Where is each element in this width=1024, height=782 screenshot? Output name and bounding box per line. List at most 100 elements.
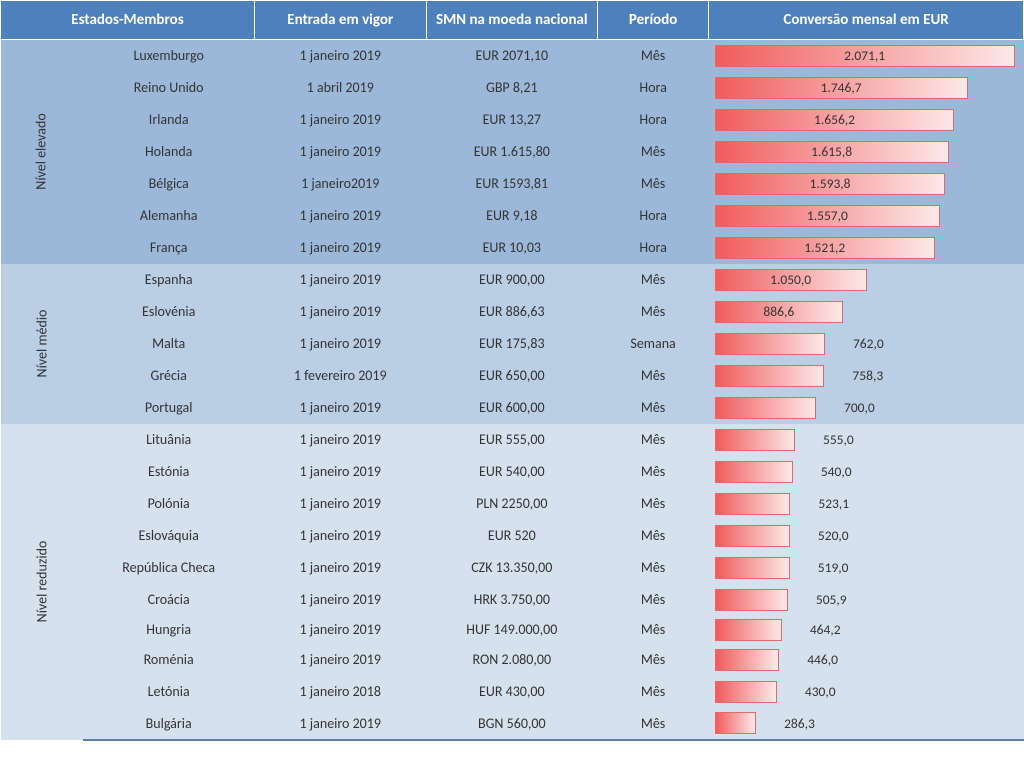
period-cell: Semana — [598, 328, 709, 360]
col-smn-national: SMN na moeda nacional — [426, 1, 598, 40]
smn-cell: EUR 886,63 — [426, 296, 598, 328]
date-cell: 1 janeiro 2019 — [254, 264, 426, 296]
country-cell: Reino Unido — [83, 72, 255, 104]
smn-cell: EUR 540,00 — [426, 456, 598, 488]
bar-cell: 505,9 — [709, 584, 1024, 616]
table-row: Eslovénia1 janeiro 2019EUR 886,63Mês886,… — [1, 296, 1024, 328]
date-cell: 1 fevereiro 2019 — [254, 360, 426, 392]
smn-cell: EUR 600,00 — [426, 392, 598, 424]
date-cell: 1 janeiro 2019 — [254, 552, 426, 584]
bar-cell: 1.593,8 — [709, 168, 1024, 200]
table-row: Eslováquia1 janeiro 2019EUR 520Mês520,0 — [1, 520, 1024, 552]
smn-cell: EUR 555,00 — [426, 424, 598, 456]
bar-wrap: 519,0 — [715, 557, 1015, 579]
smn-cell: RON 2.080,00 — [426, 644, 598, 676]
group-label: Nível médio — [33, 310, 50, 378]
value-bar — [715, 681, 777, 703]
bar-value-label: 430,0 — [805, 681, 836, 703]
period-cell: Mês — [598, 584, 709, 616]
country-cell: República Checa — [83, 552, 255, 584]
bar-value-label: 1.746,7 — [715, 77, 968, 99]
date-cell: 1 janeiro 2019 — [254, 424, 426, 456]
date-cell: 1 janeiro 2019 — [254, 644, 426, 676]
col-conversion-eur: Conversão mensal em EUR — [709, 1, 1024, 40]
bar-cell: 540,0 — [709, 456, 1024, 488]
smn-cell: CZK 13.350,00 — [426, 552, 598, 584]
bar-value-label: 1.050,0 — [715, 269, 867, 291]
table-row: Alemanha1 janeiro 2019EUR 9,18Hora1.557,… — [1, 200, 1024, 232]
period-cell: Mês — [598, 488, 709, 520]
bar-value-label: 519,0 — [818, 557, 849, 579]
table-header-row: Estados-Membros Entrada em vigor SMN na … — [1, 1, 1024, 40]
bar-wrap: 700,0 — [715, 397, 1015, 419]
country-cell: Hungria — [83, 616, 255, 644]
value-bar — [715, 397, 816, 419]
smn-cell: EUR 9,18 — [426, 200, 598, 232]
value-bar — [715, 429, 795, 451]
bar-wrap: 1.521,2 — [715, 237, 1015, 259]
bar-wrap: 505,9 — [715, 589, 1015, 611]
period-cell: Mês — [598, 264, 709, 296]
table-row: Reino Unido1 abril 2019GBP 8,21Hora 1.746… — [1, 72, 1024, 104]
bar-cell: 555,0 — [709, 424, 1024, 456]
bar-cell: 700,0 — [709, 392, 1024, 424]
country-cell: França — [83, 232, 255, 264]
date-cell: 1 abril 2019 — [254, 72, 426, 104]
col-member-states: Estados-Membros — [1, 1, 255, 40]
bar-value-label: 540,0 — [821, 461, 852, 483]
date-cell: 1 janeiro 2019 — [254, 392, 426, 424]
period-cell: Hora — [598, 104, 709, 136]
period-cell: Hora — [598, 200, 709, 232]
bar-wrap: 1.050,0 — [715, 269, 1015, 291]
period-cell: Mês — [598, 644, 709, 676]
bar-value-label: 520,0 — [818, 525, 849, 547]
bar-value-label: 523,1 — [818, 493, 849, 515]
bar-wrap: 1.615,8 — [715, 141, 1015, 163]
period-cell: Mês — [598, 296, 709, 328]
bar-cell: 523,1 — [709, 488, 1024, 520]
bar-cell: 464,2 — [709, 616, 1024, 644]
table-row: Bélgica1 janeiro2019EUR 1593,81Mês1.593,… — [1, 168, 1024, 200]
bar-wrap: 446,0 — [715, 649, 1015, 671]
date-cell: 1 janeiro 2019 — [254, 296, 426, 328]
smn-cell: PLN 2250,00 — [426, 488, 598, 520]
bar-value-label: 555,0 — [823, 429, 854, 451]
bar-wrap: 758,3 — [715, 365, 1015, 387]
smn-cell: HUF 149.000,00 — [426, 616, 598, 644]
bar-cell: 1.050,0 — [709, 264, 1024, 296]
bar-wrap: 762,0 — [715, 333, 1015, 355]
country-cell: Eslovénia — [83, 296, 255, 328]
bar-wrap: 523,1 — [715, 493, 1015, 515]
bar-cell: 286,3 — [709, 708, 1024, 740]
bar-cell: 519,0 — [709, 552, 1024, 584]
group-label-cell: Nível reduzido — [1, 424, 83, 740]
date-cell: 1 janeiro 2019 — [254, 520, 426, 552]
bar-wrap: 464,2 — [715, 619, 1015, 641]
country-cell: Bulgária — [83, 708, 255, 740]
smn-cell: EUR 430,00 — [426, 676, 598, 708]
bar-cell: 430,0 — [709, 676, 1024, 708]
bar-value-label: 286,3 — [784, 712, 815, 734]
table-row: Irlanda1 janeiro 2019EUR 13,27Hora1.656,… — [1, 104, 1024, 136]
period-cell: Hora — [598, 72, 709, 104]
period-cell: Mês — [598, 136, 709, 168]
bar-value-label: 1.615,8 — [715, 141, 949, 163]
country-cell: Portugal — [83, 392, 255, 424]
bar-cell: 886,6 — [709, 296, 1024, 328]
country-cell: Holanda — [83, 136, 255, 168]
table-body: Nível elevadoLuxemburgo1 janeiro 2019EUR… — [1, 40, 1024, 740]
period-cell: Mês — [598, 520, 709, 552]
value-bar — [715, 619, 782, 641]
smn-cell: HRK 3.750,00 — [426, 584, 598, 616]
date-cell: 1 janeiro2019 — [254, 168, 426, 200]
date-cell: 1 janeiro 2019 — [254, 708, 426, 740]
country-cell: Letónia — [83, 676, 255, 708]
value-bar — [715, 589, 788, 611]
period-cell: Mês — [598, 616, 709, 644]
country-cell: Lituânia — [83, 424, 255, 456]
date-cell: 1 janeiro 2019 — [254, 328, 426, 360]
smn-cell: EUR 1.615,80 — [426, 136, 598, 168]
bar-cell: 1.746,7 — [709, 72, 1024, 104]
smn-cell: GBP 8,21 — [426, 72, 598, 104]
bar-cell: 446,0 — [709, 644, 1024, 676]
